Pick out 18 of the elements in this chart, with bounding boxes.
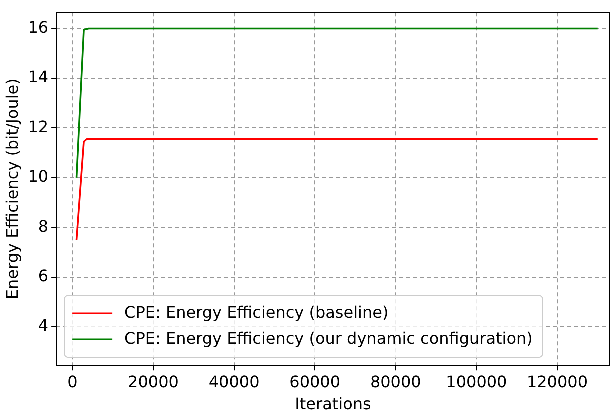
y-tick-label: 10 bbox=[28, 167, 49, 186]
legend-label: CPE: Energy Efficiency (baseline) bbox=[124, 302, 389, 322]
y-tick-label: 14 bbox=[28, 68, 49, 87]
y-tick-label: 6 bbox=[38, 266, 49, 286]
x-tick-label: 100000 bbox=[446, 372, 508, 392]
x-tick-label: 0 bbox=[68, 372, 78, 392]
x-tick-label: 80000 bbox=[370, 372, 422, 392]
x-tick-label: 60000 bbox=[290, 372, 341, 392]
y-axis-title: Energy Efficiency (bit/Joule) bbox=[2, 78, 22, 300]
x-tick-label: 40000 bbox=[208, 372, 260, 392]
x-tick-label: 20000 bbox=[128, 372, 179, 392]
y-tick-label: 16 bbox=[28, 18, 49, 37]
x-tick-label: 120000 bbox=[526, 372, 588, 392]
y-tick-label: 12 bbox=[28, 117, 49, 136]
x-axis-title: Iterations bbox=[295, 394, 372, 414]
y-tick-label: 8 bbox=[38, 216, 49, 236]
y-tick-label: 4 bbox=[38, 316, 49, 336]
legend-label: CPE: Energy Efficiency (our dynamic configuration) bbox=[124, 328, 533, 348]
